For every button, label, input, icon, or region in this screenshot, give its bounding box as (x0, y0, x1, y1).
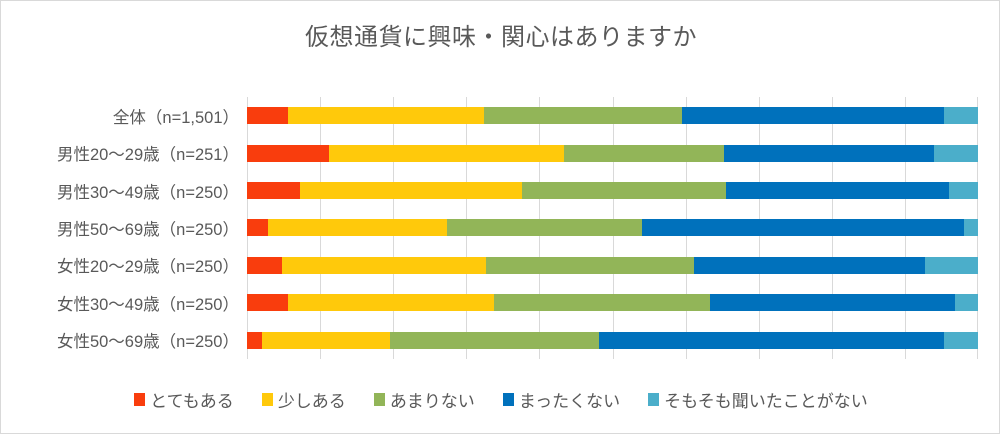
bar-segment (944, 331, 978, 349)
bar-row (247, 209, 978, 246)
bar-segment (964, 219, 978, 237)
bar-row (247, 97, 978, 134)
category-label: 全体（n=1,501） (112, 108, 239, 127)
category-label-row: 女性20〜29歳（n=250） (1, 247, 239, 284)
legend-item[interactable]: そもそも聞いたことがない (648, 387, 868, 412)
category-label-row: 女性50〜69歳（n=250） (1, 322, 239, 359)
stacked-bar (247, 219, 978, 237)
legend-swatch-icon (261, 393, 273, 406)
stacked-bar (247, 331, 978, 349)
legend-item[interactable]: まったくない (502, 387, 621, 412)
stacked-bar (247, 107, 978, 125)
bar-segment (300, 182, 522, 200)
bar-segment (693, 256, 925, 274)
bar-segment (725, 182, 950, 200)
category-label-row: 女性30〜49歳（n=250） (1, 284, 239, 321)
bar-segment (943, 107, 978, 125)
bar-segment (247, 256, 283, 274)
legend-label: 少しある (277, 392, 346, 411)
category-label: 男性30〜49歳（n=250） (56, 183, 239, 202)
legend-swatch-icon (134, 393, 146, 406)
bar-segment (268, 219, 447, 237)
bar-row (247, 322, 978, 359)
bar-segment (483, 107, 682, 125)
stacked-bar (247, 182, 978, 200)
legend-item[interactable]: あまりない (373, 387, 475, 412)
category-label: 女性30〜49歳（n=250） (56, 295, 239, 314)
legend-label: まったくない (518, 392, 621, 411)
legend-label: あまりない (389, 392, 475, 411)
category-label-row: 男性30〜49歳（n=250） (1, 172, 239, 209)
bar-segment (521, 182, 726, 200)
bar-segment (287, 107, 484, 125)
bar-segment (486, 256, 694, 274)
bar-segment (247, 182, 301, 200)
plot-area (247, 97, 978, 359)
bar-segment (924, 256, 978, 274)
stacked-bar (247, 144, 978, 162)
chart-title: 仮想通貨に興味・関心はありますか (305, 24, 697, 51)
category-label-row: 男性50〜69歳（n=250） (1, 209, 239, 246)
bar-segment (328, 144, 564, 162)
bar-segment (599, 331, 945, 349)
bar-row (247, 134, 978, 171)
legend-label: そもそも聞いたことがない (664, 392, 868, 411)
legend-swatch-icon (373, 393, 385, 406)
category-label-row: 男性20〜29歳（n=251） (1, 134, 239, 171)
bar-segment (934, 144, 978, 162)
bar-segment (949, 182, 978, 200)
chart-legend: とてもある 少しある あまりない まったくない そもそも聞いたことがない (1, 387, 999, 412)
category-axis-labels: 全体（n=1,501） 男性20〜29歳（n=251） 男性30〜49歳（n=250… (1, 97, 239, 359)
bar-segment (563, 144, 725, 162)
category-label: 男性50〜69歳（n=250） (56, 220, 239, 239)
stacked-bar (247, 256, 978, 274)
category-label: 女性20〜29歳（n=250） (56, 258, 239, 277)
bar-segment (681, 107, 944, 125)
category-label-row: 全体（n=1,501） (1, 97, 239, 134)
stacked-bar (247, 294, 978, 312)
bar-row (247, 247, 978, 284)
bar-rows (247, 97, 978, 359)
bar-segment (247, 331, 262, 349)
legend-label: とてもある (150, 392, 234, 411)
bar-segment (287, 294, 495, 312)
bar-segment (955, 294, 978, 312)
legend-swatch-icon (502, 393, 514, 406)
bar-segment (247, 219, 269, 237)
bar-row (247, 172, 978, 209)
bar-segment (261, 331, 390, 349)
bar-segment (641, 219, 965, 237)
bar-segment (710, 294, 956, 312)
bar-segment (446, 219, 642, 237)
bar-segment (247, 107, 288, 125)
bar-segment (389, 331, 600, 349)
bar-segment (282, 256, 487, 274)
bar-segment (247, 294, 288, 312)
bar-segment (494, 294, 711, 312)
legend-item[interactable]: 少しある (261, 387, 346, 412)
bar-segment (247, 144, 329, 162)
bar-row (247, 284, 978, 321)
legend-item[interactable]: とてもある (134, 387, 234, 412)
bar-segment (724, 144, 935, 162)
category-label: 女性50〜69歳（n=250） (56, 333, 239, 352)
category-label: 男性20〜29歳（n=251） (56, 146, 239, 165)
legend-swatch-icon (648, 393, 660, 406)
